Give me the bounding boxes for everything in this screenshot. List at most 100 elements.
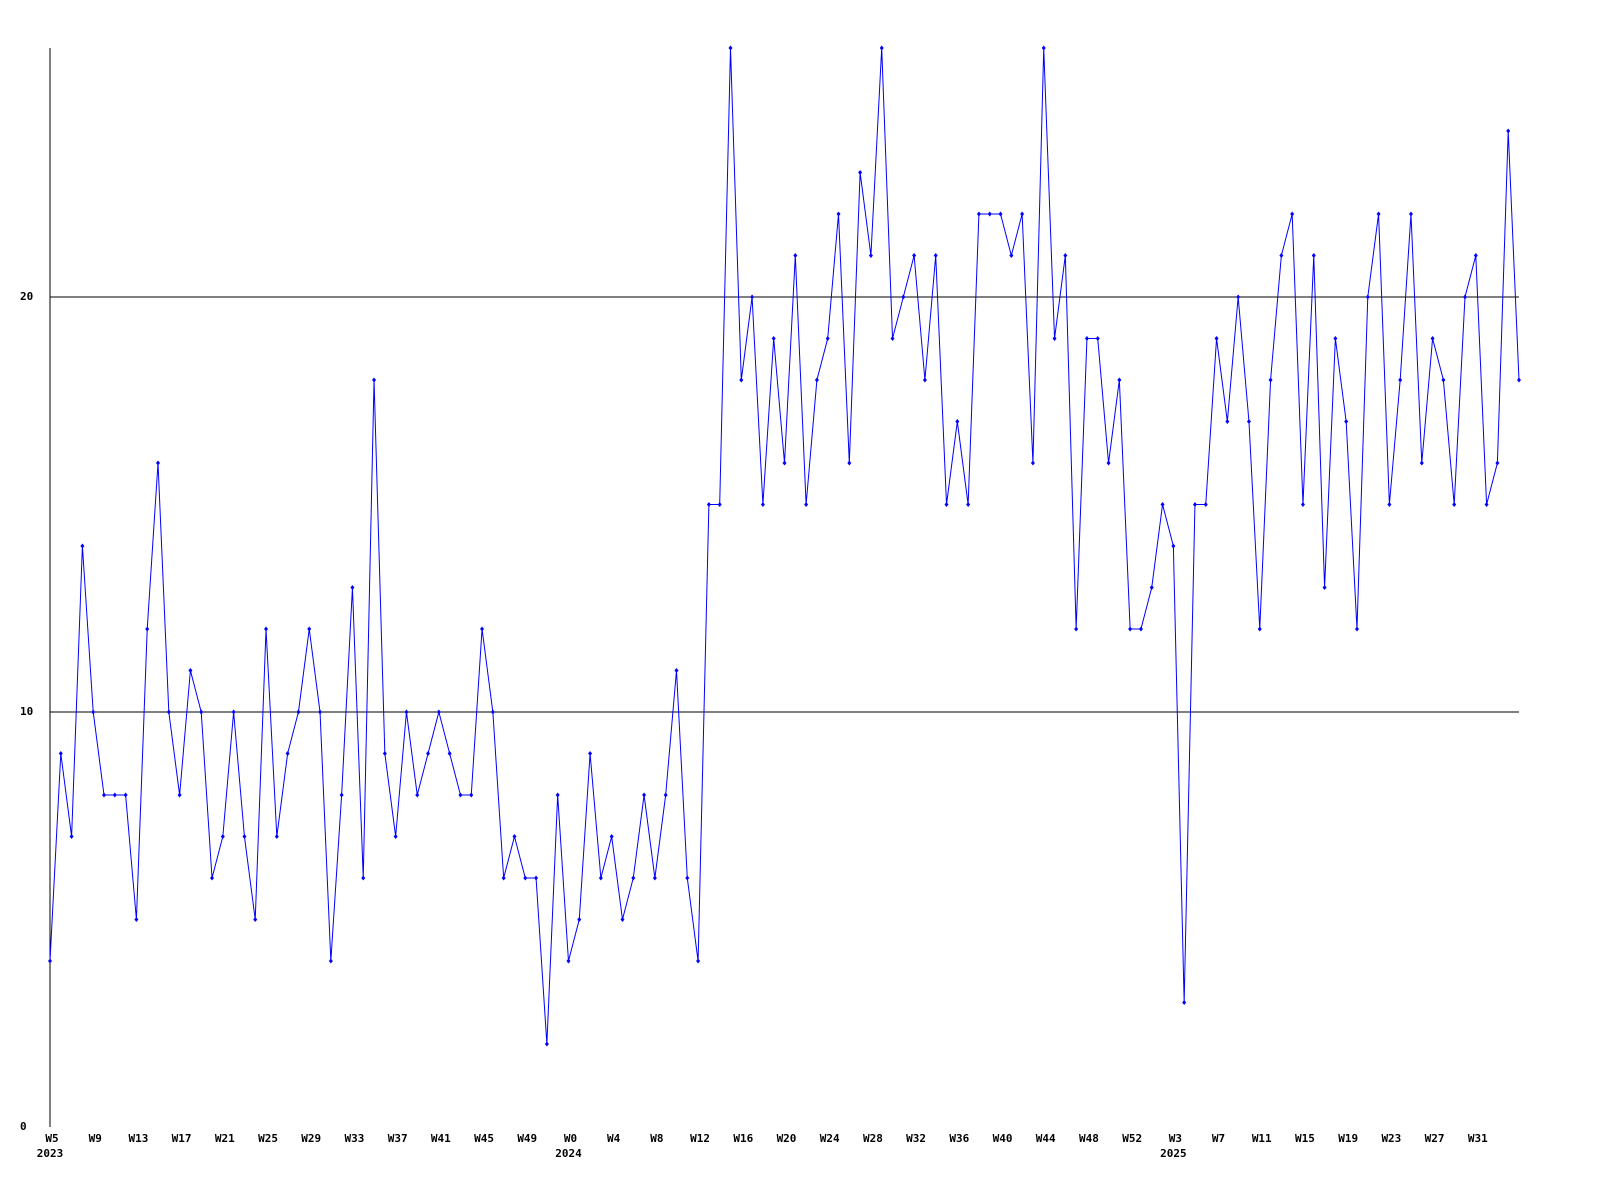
x-year-label: 2023 (37, 1147, 64, 1160)
data-line (49, 47, 1520, 1045)
data-point (1128, 626, 1133, 632)
data-point (685, 875, 690, 881)
data-point (1484, 502, 1489, 507)
x-tick-label: W44 (1036, 1132, 1056, 1145)
data-point (847, 460, 852, 466)
data-point (814, 377, 819, 383)
data-point (80, 543, 85, 549)
data-point (1149, 585, 1154, 590)
data-point (123, 792, 128, 798)
data-point (426, 751, 431, 756)
data-point (339, 792, 344, 798)
data-point (890, 336, 895, 341)
data-point (253, 917, 258, 922)
x-tick-label: W52 (1122, 1132, 1142, 1145)
data-point (199, 709, 204, 715)
x-tick-label: W9 (89, 1132, 102, 1145)
x-tick-label: W4 (607, 1132, 621, 1145)
data-point (1430, 336, 1435, 341)
data-point (1246, 419, 1251, 424)
data-point (1214, 336, 1219, 341)
data-point (944, 502, 949, 507)
data-point (1052, 336, 1057, 341)
x-year-label: 2024 (555, 1147, 582, 1160)
data-point (696, 958, 701, 964)
x-tick-label: W16 (733, 1132, 753, 1145)
data-point (220, 834, 225, 839)
x-tick-label: W33 (345, 1132, 365, 1145)
data-point (1203, 502, 1208, 507)
data-point (447, 751, 452, 756)
data-point (1009, 253, 1014, 258)
data-point (836, 211, 841, 217)
data-point (1408, 211, 1413, 217)
data-point (879, 45, 884, 51)
data-point (1268, 377, 1273, 383)
y-tick-label: 0 (20, 1120, 27, 1133)
data-point (1074, 626, 1079, 632)
data-point (480, 626, 485, 632)
data-point (1365, 294, 1370, 300)
x-tick-label: W25 (258, 1132, 278, 1145)
x-tick-label: W45 (474, 1132, 494, 1145)
data-point (1344, 419, 1349, 424)
data-point (1495, 460, 1500, 466)
data-point (458, 792, 463, 798)
x-tick-label: W28 (863, 1132, 883, 1145)
x-tick-label: W5 (45, 1132, 58, 1145)
data-point (912, 253, 917, 258)
data-point (966, 502, 971, 507)
x-tick-label: W40 (993, 1132, 1013, 1145)
data-point (350, 585, 355, 590)
data-point (706, 502, 711, 507)
data-point (436, 709, 441, 715)
data-point (1182, 1000, 1187, 1005)
data-point (415, 792, 420, 798)
x-tick-label: W21 (215, 1132, 235, 1145)
x-tick-label: W8 (650, 1132, 663, 1145)
data-point (1398, 377, 1403, 383)
x-tick-label: W49 (517, 1132, 537, 1145)
data-point (652, 875, 657, 881)
data-point (922, 377, 927, 383)
data-point (91, 709, 96, 715)
data-point (793, 253, 798, 258)
data-point (469, 792, 474, 798)
x-tick-label: W24 (820, 1132, 840, 1145)
data-point (631, 875, 636, 881)
data-point (134, 917, 139, 922)
data-point (1387, 502, 1392, 507)
data-point (361, 875, 366, 881)
data-point (760, 502, 765, 507)
data-point (1300, 502, 1305, 507)
data-point (1333, 336, 1338, 341)
data-point (534, 875, 539, 881)
data-point (1225, 419, 1230, 424)
data-point (48, 958, 52, 964)
data-point (523, 875, 528, 881)
data-point (1236, 294, 1241, 300)
data-point (1192, 502, 1197, 507)
data-point (1041, 45, 1046, 51)
data-point (102, 792, 107, 798)
x-tick-label: W13 (128, 1132, 148, 1145)
data-point (264, 626, 269, 632)
x-tick-label: W0 (564, 1132, 577, 1145)
data-point (512, 834, 517, 839)
data-point (858, 170, 863, 175)
data-point (382, 751, 387, 756)
data-point (717, 502, 722, 507)
data-point (404, 709, 409, 715)
data-point (1171, 543, 1176, 549)
data-point (1279, 253, 1284, 258)
data-point (1452, 502, 1457, 507)
data-point (1030, 460, 1035, 466)
data-point (1506, 128, 1511, 134)
data-point (372, 377, 377, 383)
x-tick-label: W15 (1295, 1132, 1315, 1145)
data-point (663, 792, 668, 798)
data-point (1462, 294, 1467, 300)
data-point (976, 211, 981, 217)
data-point (588, 751, 593, 756)
